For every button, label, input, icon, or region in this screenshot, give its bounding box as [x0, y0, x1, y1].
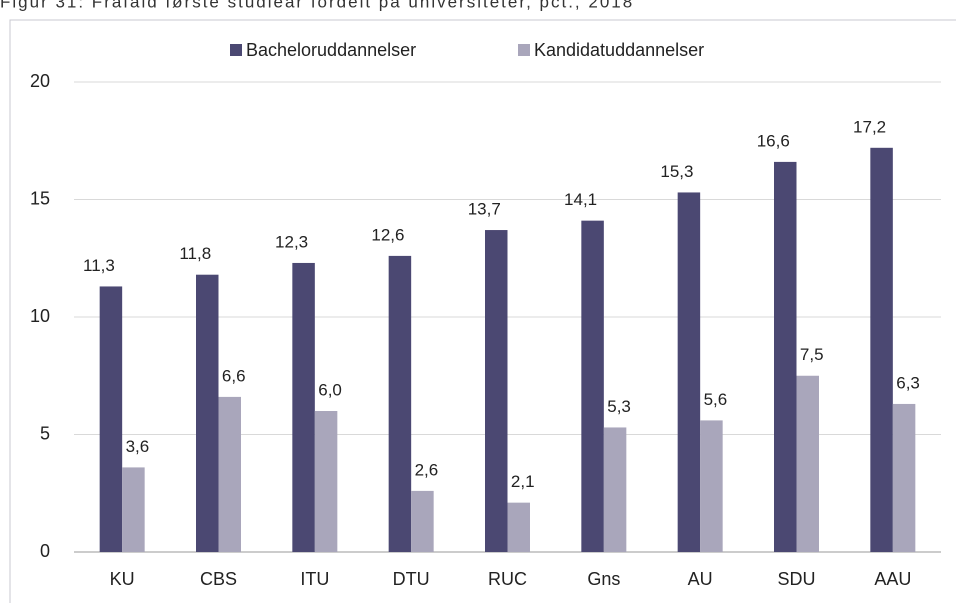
- bar: [218, 396, 241, 552]
- bar: [411, 490, 434, 552]
- frame: [9, 19, 956, 603]
- bar: [314, 411, 338, 552]
- bar: [485, 230, 508, 553]
- value-label: 12,3: [275, 232, 308, 251]
- y-tick-label: 5: [40, 423, 50, 443]
- value-label: 6,6: [222, 366, 246, 385]
- bar: [774, 161, 797, 552]
- value-label: 2,1: [511, 472, 535, 491]
- y-tick-label: 10: [30, 306, 50, 326]
- y-tick-label: 0: [40, 541, 50, 561]
- value-label: 5,6: [704, 390, 728, 409]
- x-tick-label: KU: [110, 569, 135, 589]
- bar: [507, 502, 530, 552]
- x-tick-label: ITU: [300, 569, 329, 589]
- bar: [122, 467, 145, 552]
- y-tick-label: 15: [30, 188, 50, 208]
- bar: [796, 375, 819, 552]
- value-label: 17,2: [853, 117, 886, 136]
- bar: [892, 403, 916, 552]
- value-label: 3,6: [126, 437, 150, 456]
- bar: [388, 255, 412, 552]
- value-label: 13,7: [468, 200, 501, 219]
- bar: [700, 420, 723, 552]
- bar: [581, 220, 604, 552]
- value-label: 11,8: [179, 244, 211, 263]
- x-tick-label: RUC: [488, 569, 527, 589]
- x-tick-label: CBS: [200, 569, 237, 589]
- value-label: 6,3: [896, 373, 920, 392]
- chart-title: Figur 31: Frafald første studieår fordel…: [0, 0, 634, 11]
- value-label: 5,3: [607, 397, 631, 416]
- x-tick-label: DTU: [393, 569, 430, 589]
- x-tick-label: SDU: [777, 569, 815, 589]
- value-label: 16,6: [757, 131, 790, 150]
- bar: [603, 427, 627, 552]
- value-label: 6,0: [318, 380, 342, 399]
- bar: [677, 192, 701, 552]
- value-label: 14,1: [564, 190, 597, 209]
- value-label: 11,3: [83, 256, 115, 275]
- legend-label: Kandidatuddannelser: [534, 40, 704, 60]
- y-tick-label: 20: [30, 71, 50, 91]
- bar: [292, 262, 315, 552]
- value-label: 15,3: [660, 162, 693, 181]
- value-label: 7,5: [800, 345, 824, 364]
- legend-label: Bacheloruddannelser: [246, 40, 416, 60]
- value-label: 2,6: [415, 460, 439, 479]
- x-tick-label: AU: [688, 569, 713, 589]
- legend-swatch: [230, 44, 242, 56]
- x-tick-label: AAU: [874, 569, 911, 589]
- value-label: 12,6: [371, 225, 404, 244]
- legend-swatch: [518, 44, 530, 56]
- bar: [870, 147, 893, 553]
- x-tick-label: Gns: [587, 569, 620, 589]
- bar: [196, 274, 219, 552]
- bar: [99, 286, 123, 552]
